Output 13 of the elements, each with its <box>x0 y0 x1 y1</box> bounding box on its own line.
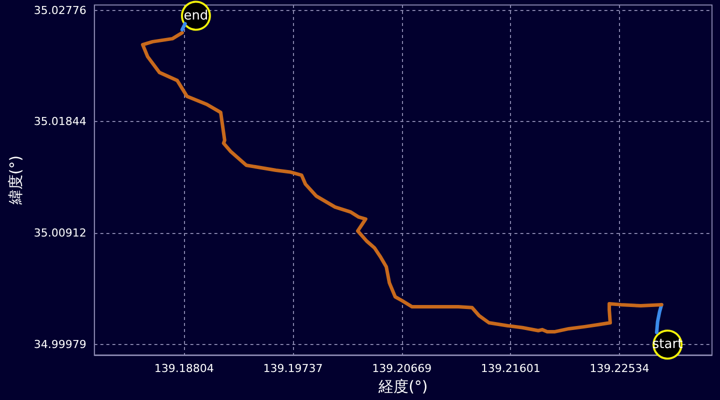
x-tick-label: 139.22534 <box>590 362 650 375</box>
x-tick-label: 139.19737 <box>263 362 323 375</box>
annotation: end <box>184 8 208 24</box>
x-tick-label: 139.18804 <box>154 362 214 375</box>
x-tick-label: 139.20669 <box>372 362 432 375</box>
x-tick-label: 139.21601 <box>480 362 540 375</box>
line-series <box>140 30 664 334</box>
x-axis-title: 経度(°) <box>378 377 428 396</box>
y-tick-label: 35.01844 <box>34 115 86 128</box>
y-tick-label: 34.99979 <box>34 338 86 351</box>
y-tick-label: 35.00912 <box>34 226 86 240</box>
y-tick-label: 35.02776 <box>34 4 86 17</box>
y-axis-title: 緯度(°) <box>6 155 24 206</box>
